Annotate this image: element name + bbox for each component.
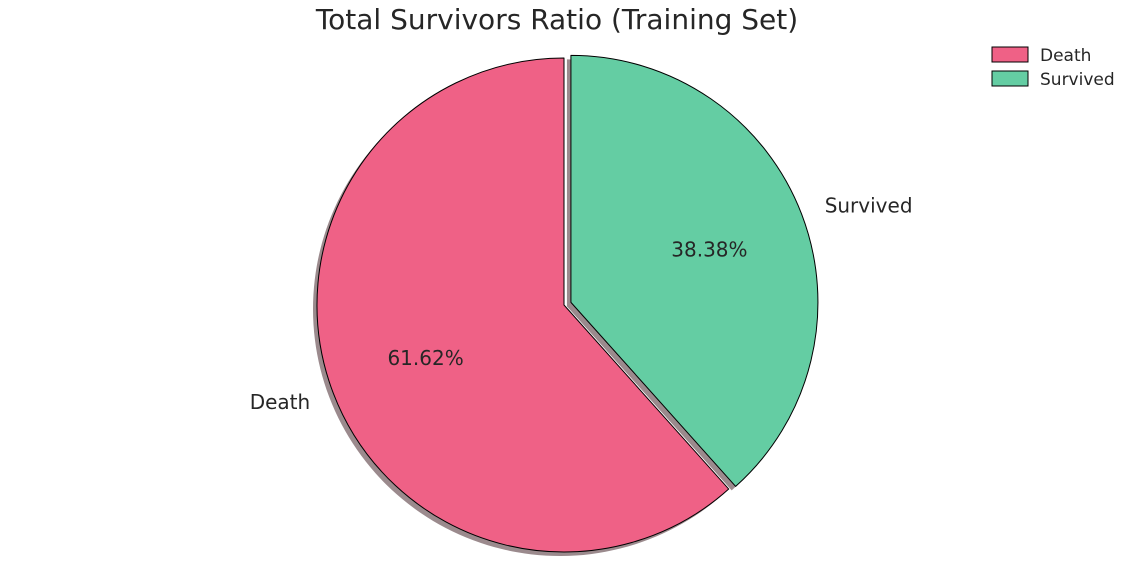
legend-swatch-survived bbox=[991, 70, 1029, 87]
pie-slices-group bbox=[316, 54, 819, 553]
slice-label-survived: Survived bbox=[825, 193, 913, 217]
pie-slice-death bbox=[316, 57, 730, 553]
chart-title: Total Survivors Ratio (Training Set) bbox=[315, 3, 798, 36]
pct-label-death: 61.62% bbox=[387, 346, 463, 370]
pie-slice-survived bbox=[570, 54, 819, 487]
legend-label-survived: Survived bbox=[1040, 70, 1115, 90]
legend-label-death: Death bbox=[1040, 46, 1091, 66]
slice-label-death: Death bbox=[250, 390, 310, 414]
legend: Death Survived bbox=[991, 46, 1115, 90]
pct-label-survived: 38.38% bbox=[671, 237, 747, 261]
pie-labels-group: Death 61.62% Survived 38.38% bbox=[250, 193, 913, 414]
legend-swatch-death bbox=[991, 46, 1029, 63]
